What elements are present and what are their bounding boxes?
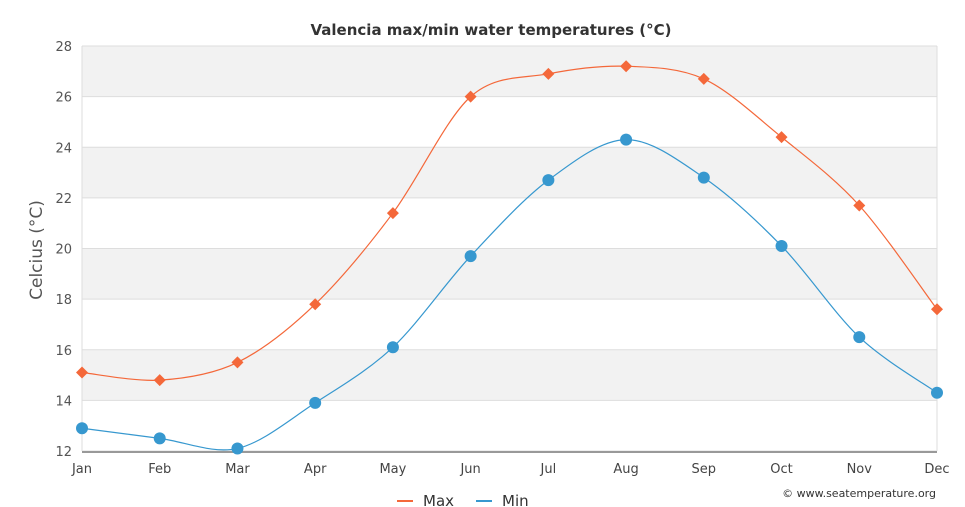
data-point-min[interactable] bbox=[931, 386, 943, 399]
y-tick-label: 14 bbox=[55, 394, 72, 409]
data-point-min[interactable] bbox=[542, 174, 555, 187]
plot-band bbox=[82, 197, 937, 249]
legend-label-max[interactable]: Max bbox=[423, 492, 454, 507]
legend-label-min[interactable]: Min bbox=[502, 492, 529, 507]
x-tick-label: Dec bbox=[924, 462, 949, 477]
x-tick-label: May bbox=[379, 462, 406, 477]
x-tick-label: Nov bbox=[847, 462, 873, 477]
credit-text: © www.seatemperature.org bbox=[782, 487, 936, 500]
y-tick-label: 24 bbox=[55, 141, 72, 156]
x-tick-label: Jan bbox=[71, 462, 92, 477]
x-tick-label: Oct bbox=[770, 462, 792, 477]
plot-band bbox=[82, 147, 937, 198]
y-axis-ticks: 12 14 16 18 20 22 24 26 28 bbox=[55, 40, 72, 460]
plot-band bbox=[82, 400, 937, 451]
y-tick-label: 22 bbox=[55, 192, 72, 207]
x-tick-label: Sep bbox=[692, 462, 717, 477]
y-tick-label: 18 bbox=[55, 293, 72, 308]
x-tick-label: Aug bbox=[613, 462, 638, 477]
x-tick-label: Mar bbox=[225, 462, 250, 477]
data-point-max[interactable] bbox=[853, 199, 866, 212]
plot-band bbox=[82, 46, 937, 97]
data-point-min[interactable] bbox=[853, 331, 866, 344]
data-point-min[interactable] bbox=[231, 442, 244, 455]
axes bbox=[81, 46, 938, 453]
data-point-min[interactable] bbox=[386, 341, 399, 354]
data-point-max[interactable] bbox=[386, 207, 399, 220]
data-point-max[interactable] bbox=[464, 90, 477, 103]
x-tick-label: Feb bbox=[148, 462, 171, 477]
data-point-max[interactable] bbox=[76, 366, 88, 379]
plot-background bbox=[82, 46, 937, 451]
data-point-max[interactable] bbox=[931, 303, 943, 316]
plot-band bbox=[82, 299, 937, 350]
data-point-min[interactable] bbox=[309, 396, 322, 409]
x-tick-label: Jul bbox=[540, 462, 557, 477]
y-axis-label: Celcius (°C) bbox=[27, 200, 47, 300]
data-point-max[interactable] bbox=[697, 72, 710, 85]
x-axis-ticks: Jan Feb Mar Apr May Jun Jul Aug Sep Oct Nov Dec bbox=[71, 462, 950, 477]
data-point-min[interactable] bbox=[620, 133, 633, 146]
data-point-max[interactable] bbox=[620, 60, 633, 73]
y-tick-label: 20 bbox=[55, 243, 72, 258]
x-tick-label: Apr bbox=[304, 462, 327, 477]
series-markers bbox=[76, 60, 943, 455]
data-point-max[interactable] bbox=[542, 67, 555, 80]
plot-band bbox=[82, 349, 937, 401]
y-tick-label: 16 bbox=[55, 344, 72, 359]
chart-title: Valencia max/min water temperatures (°C) bbox=[311, 21, 672, 39]
data-point-min[interactable] bbox=[464, 250, 477, 263]
y-tick-label: 26 bbox=[55, 91, 72, 106]
plot-band bbox=[82, 248, 937, 300]
x-tick-label: Jun bbox=[459, 462, 480, 477]
data-point-min[interactable] bbox=[697, 171, 710, 184]
data-point-min[interactable] bbox=[76, 422, 88, 435]
plot-band bbox=[82, 96, 937, 148]
data-point-max[interactable] bbox=[153, 374, 166, 387]
data-point-max[interactable] bbox=[775, 131, 788, 144]
y-tick-label: 28 bbox=[55, 40, 72, 55]
data-point-max[interactable] bbox=[309, 298, 322, 311]
data-point-min[interactable] bbox=[775, 239, 788, 252]
data-point-max[interactable] bbox=[231, 356, 244, 369]
legend: Max Min bbox=[397, 492, 529, 507]
y-tick-label: 12 bbox=[55, 445, 72, 460]
data-point-min[interactable] bbox=[153, 432, 166, 445]
